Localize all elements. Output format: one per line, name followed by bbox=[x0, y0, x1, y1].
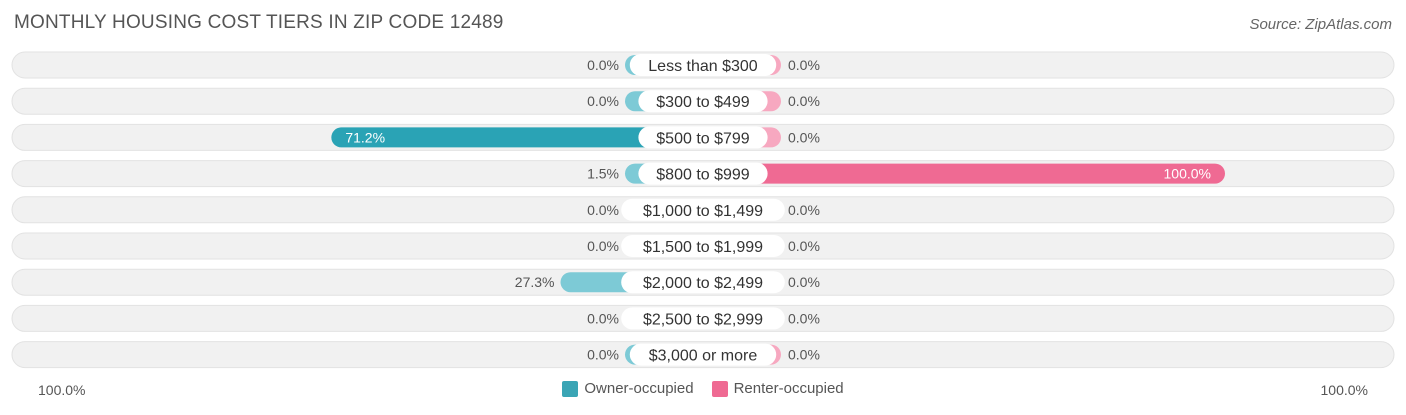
row-7-category-pill bbox=[621, 307, 785, 330]
row-0-renter-value: 0.0% bbox=[788, 57, 820, 73]
source-label: Source: ZipAtlas.com bbox=[1249, 16, 1392, 33]
row-2-owner-bar bbox=[331, 127, 703, 148]
row-3-category-label: $800 to $999 bbox=[656, 167, 750, 184]
row-4-renter-value: 0.0% bbox=[788, 202, 820, 218]
chart-title: MONTHLY HOUSING COST TIERS IN ZIP CODE 1… bbox=[14, 12, 504, 33]
legend-swatch-renter bbox=[711, 380, 728, 397]
row-6-category-label: $2,000 to $2,499 bbox=[643, 275, 763, 292]
row-2-owner-value: 71.2% bbox=[345, 129, 385, 145]
legend-label-owner: Owner-occupied bbox=[584, 380, 694, 397]
row-8-renter-value: 0.0% bbox=[788, 347, 820, 363]
legend-item-renter: Renter-occupied bbox=[711, 380, 844, 397]
axis-right-label: 100.0% bbox=[1320, 382, 1368, 398]
row-3-renter-value: 100.0% bbox=[1164, 166, 1211, 182]
legend-label-renter: Renter-occupied bbox=[733, 380, 844, 397]
row-7-renter-value: 0.0% bbox=[788, 310, 820, 326]
legend: Owner-occupied Renter-occupied bbox=[0, 380, 1406, 397]
row-8-owner-value: 0.0% bbox=[587, 347, 619, 363]
row-7-category-label: $2,500 to $2,999 bbox=[643, 311, 763, 328]
axis-left-label: 100.0% bbox=[38, 382, 86, 398]
row-5-owner-value: 0.0% bbox=[587, 238, 619, 254]
row-5-renter-value: 0.0% bbox=[788, 238, 820, 254]
row-1-category-label: $300 to $499 bbox=[656, 94, 750, 111]
row-0-owner-value: 0.0% bbox=[587, 57, 619, 73]
row-4-category-label: $1,000 to $1,499 bbox=[643, 203, 763, 220]
row-4-owner-value: 0.0% bbox=[587, 202, 619, 218]
row-3-renter-bar bbox=[703, 163, 1225, 184]
legend-swatch-owner bbox=[562, 380, 579, 397]
row-3-category-pill bbox=[638, 162, 768, 185]
row-8-category-label: $3,000 or more bbox=[649, 348, 758, 365]
row-6-owner-value: 27.3% bbox=[515, 274, 555, 290]
row-6-renter-value: 0.0% bbox=[788, 274, 820, 290]
row-5-category-pill bbox=[621, 235, 785, 257]
row-1-owner-value: 0.0% bbox=[587, 93, 619, 109]
row-1-category-pill bbox=[638, 90, 768, 113]
row-2-renter-value: 0.0% bbox=[788, 129, 820, 145]
legend-item-owner: Owner-occupied bbox=[562, 380, 694, 397]
row-6-category-pill bbox=[621, 271, 785, 294]
row-4-category-pill bbox=[621, 198, 785, 221]
row-0-category-pill bbox=[629, 54, 777, 76]
row-7-owner-value: 0.0% bbox=[587, 310, 619, 326]
row-5-category-label: $1,500 to $1,999 bbox=[643, 239, 763, 256]
row-2-category-pill bbox=[638, 126, 768, 149]
row-8-category-pill bbox=[629, 343, 777, 366]
row-0-category-label: Less than $300 bbox=[648, 58, 758, 75]
diverging-bar-chart: 0.0% 0.0% Less than $300 0.0% 0.0% $300 to $4… bbox=[11, 51, 1395, 369]
row-1-renter-value: 0.0% bbox=[788, 93, 820, 109]
row-2-category-label: $500 to $799 bbox=[656, 130, 750, 147]
row-3-owner-value: 1.5% bbox=[587, 166, 619, 182]
